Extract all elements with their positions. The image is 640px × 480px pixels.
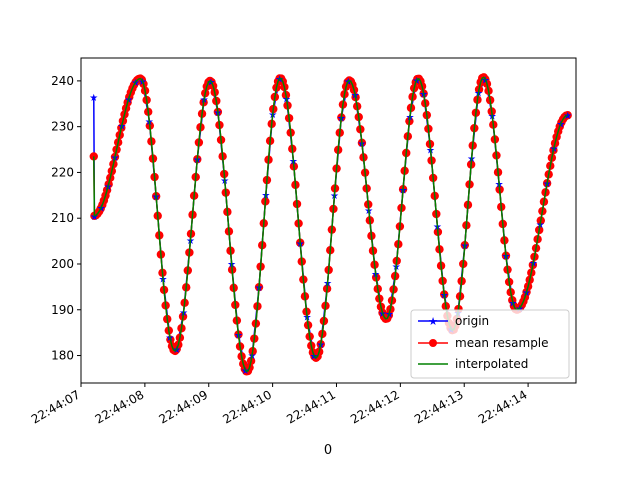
y-tick-label: 210 (51, 211, 74, 225)
origin-point: ★ (89, 93, 98, 104)
axes-frame (80, 57, 577, 384)
origin-point: ★ (241, 366, 250, 377)
origin-point: ★ (131, 78, 140, 89)
origin-point: ★ (172, 345, 181, 356)
x-axis-label: 0 (324, 443, 332, 458)
y-tick-label: 230 (51, 120, 74, 134)
y-tick-label: 240 (51, 74, 74, 88)
y-tick-label: 220 (51, 165, 74, 179)
interpolated-line (93, 76, 568, 373)
legend-label-interpolated: interpolated (455, 357, 528, 371)
y-tick-label: 190 (51, 303, 74, 317)
legend-label-mean-resample: mean resample (455, 336, 549, 350)
origin-point: ★ (207, 77, 216, 88)
legend-marker-origin: ★ (428, 315, 438, 328)
origin-point: ★ (90, 212, 99, 223)
legend-label-origin: origin (455, 314, 489, 328)
legend-marker-mean-resample (429, 339, 437, 347)
y-tick-label: 180 (51, 349, 74, 363)
legend: ★ origin mean resample interpolated (410, 309, 570, 379)
legend-entry-interpolated: interpolated (418, 357, 528, 371)
y-axis: 180 190 200 210 220 230 240 (51, 74, 81, 363)
legend-box (410, 309, 570, 379)
y-tick-label: 200 (51, 257, 74, 271)
legend-entry-mean-resample: mean resample (418, 336, 549, 350)
origin-point: ★ (563, 111, 572, 122)
legend-entry-origin: ★ origin (418, 314, 489, 328)
